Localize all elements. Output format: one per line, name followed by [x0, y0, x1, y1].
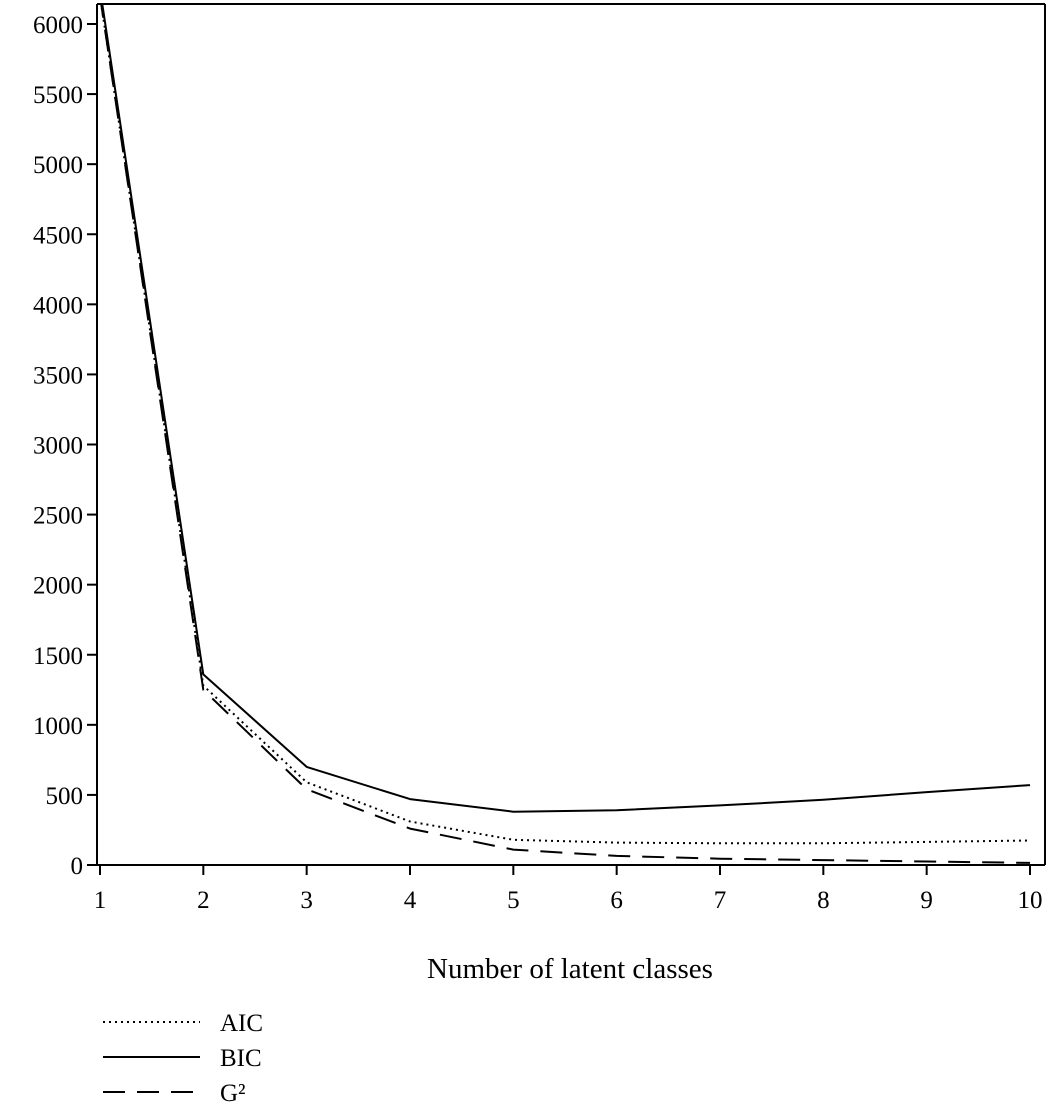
x-tick-label: 10: [1018, 887, 1043, 914]
y-tick-label: 1000: [33, 713, 83, 740]
x-tick-label: 7: [714, 887, 727, 914]
legend-label: AIC: [220, 1010, 263, 1037]
x-tick-label: 1: [94, 887, 107, 914]
y-tick-label: 5000: [33, 152, 83, 179]
series-line-aic: [100, 4, 1031, 845]
x-axis-title: Number of latent classes: [427, 953, 713, 985]
y-tick-label: 5500: [33, 82, 83, 109]
y-tick-label: 6000: [33, 12, 83, 39]
plot-frame: [96, 3, 1046, 866]
series-line-bic: [101, 4, 1031, 813]
x-tick-label: 8: [817, 887, 830, 914]
y-tick-label: 500: [46, 783, 84, 810]
x-tick-label: 2: [197, 887, 210, 914]
y-tick-label: 2500: [33, 503, 83, 530]
x-axis-ticks: 1 2 3 4 5 6 7 8 9 10: [94, 865, 1043, 914]
y-tick-label: 3500: [33, 362, 83, 389]
y-tick-label: 3000: [33, 433, 83, 460]
y-tick-label: 2000: [33, 573, 83, 600]
y-tick-label: 4000: [33, 292, 83, 319]
legend-label: BIC: [220, 1045, 262, 1072]
x-tick-label: 6: [610, 887, 623, 914]
legend: AIC BIC G²: [103, 1010, 263, 1104]
x-tick-label: 3: [300, 887, 313, 914]
y-tick-label: 1500: [33, 643, 83, 670]
y-axis-ticks: 0 500 1000 1500 2000 2500 3000 3500 4000 4500 5000…: [33, 12, 97, 880]
y-tick-label: 4500: [33, 222, 83, 249]
x-tick-label: 9: [920, 887, 933, 914]
series-layer: [100, 4, 1031, 864]
x-tick-label: 5: [507, 887, 520, 914]
series-line-g: [100, 4, 1031, 864]
x-tick-label: 4: [404, 887, 417, 914]
legend-label: G²: [220, 1080, 246, 1104]
y-tick-label: 0: [71, 853, 84, 880]
